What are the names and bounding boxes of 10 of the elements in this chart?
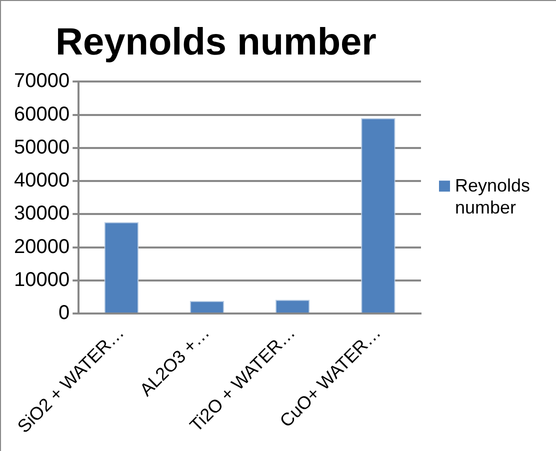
y-tick-label: 60000 <box>14 103 70 126</box>
y-tick-label: 70000 <box>14 70 70 92</box>
y-tick-label: 40000 <box>14 170 70 192</box>
y-tick-label: 20000 <box>14 236 70 258</box>
y-tick-label: 10000 <box>14 269 70 292</box>
y-tick-label: 30000 <box>14 202 70 225</box>
y-tick-label: 0 <box>58 302 70 324</box>
legend-label: Reynolds number <box>455 176 530 218</box>
chart-title: Reynolds number <box>56 21 377 64</box>
y-tick-label: 50000 <box>14 136 70 158</box>
